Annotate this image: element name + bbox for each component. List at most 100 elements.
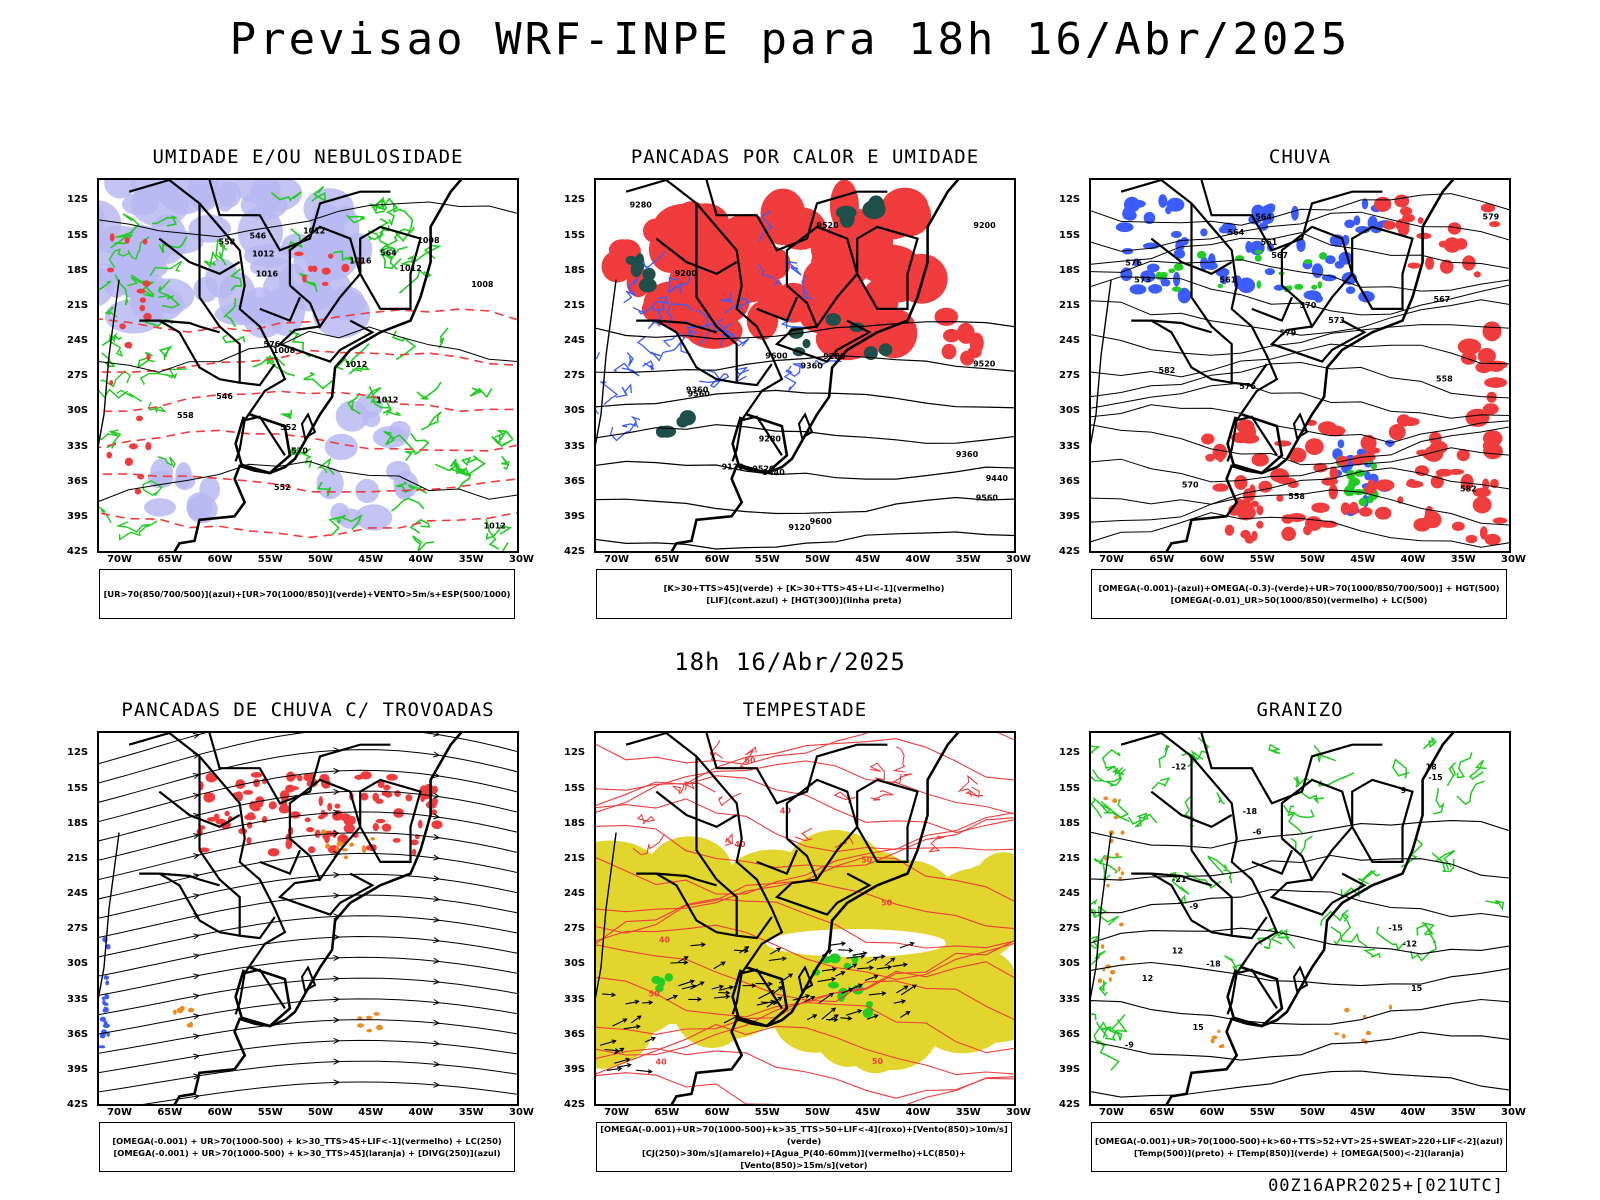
field-blob xyxy=(886,940,951,1002)
field-blob xyxy=(1406,478,1417,487)
contour-label: 1012 xyxy=(399,264,421,273)
field-blob xyxy=(1205,453,1215,462)
contour-label: 9440 xyxy=(763,468,786,477)
border-line xyxy=(139,872,220,887)
field-blob xyxy=(1208,253,1216,267)
field-blob xyxy=(697,935,767,1008)
field-blob xyxy=(1382,220,1396,230)
border-line xyxy=(731,413,789,475)
coastline xyxy=(1091,832,1112,999)
field-blob xyxy=(1210,1038,1215,1044)
coastline xyxy=(1091,279,1112,446)
wind-vector xyxy=(900,984,917,996)
border-line xyxy=(731,973,743,1015)
field-blob xyxy=(107,267,115,273)
field-blob xyxy=(1492,517,1508,524)
contour-line xyxy=(1270,929,1290,945)
contour-line xyxy=(108,248,131,268)
legend-line: [OMEGA(-0.001)-(azul)+OMEGA(-0.3)-(verde… xyxy=(1098,583,1500,593)
lon-tick-label: 30W xyxy=(1006,554,1031,565)
contour-line xyxy=(757,264,781,287)
legend-line: [LIF](cont.azul) + [HGT(300)](linha pret… xyxy=(706,595,902,605)
contour-line xyxy=(1091,898,1099,918)
contour-label: 579 xyxy=(1483,213,1500,222)
field-blob xyxy=(1472,496,1492,514)
streamline-arrow xyxy=(333,892,341,899)
contour-line xyxy=(785,260,802,276)
lagoon xyxy=(797,965,814,993)
contour-label: 564 xyxy=(1255,212,1272,221)
lat-tick-label: 42S xyxy=(67,1099,89,1110)
field-blob xyxy=(1120,871,1125,876)
contour-line xyxy=(1223,869,1233,884)
field-blob xyxy=(1367,215,1378,231)
contour-label: 12 xyxy=(1142,974,1153,983)
lat-tick-label: 24S xyxy=(1059,888,1081,900)
field-blob xyxy=(1237,277,1256,294)
field-blob xyxy=(318,796,323,807)
field-blob xyxy=(360,771,372,780)
field-blob xyxy=(863,346,878,361)
geography-layer xyxy=(99,733,463,1104)
contour-line xyxy=(1091,211,1509,252)
lon-tick-label: 50W xyxy=(308,1107,333,1118)
streamline-arrow xyxy=(433,999,441,1006)
lon-tick-label: 60W xyxy=(207,1107,233,1118)
contour-line xyxy=(1093,858,1111,883)
wind-vector xyxy=(840,1016,853,1021)
field-blob xyxy=(1386,439,1394,448)
lon-tick-label: 65W xyxy=(1149,1107,1175,1118)
map-panel: 50 50 40 40 60 50 40 50 40 xyxy=(594,731,1016,1106)
field-blob xyxy=(1270,468,1290,483)
lat-tick-label: 21S xyxy=(67,852,89,864)
field-blob xyxy=(1211,1035,1218,1040)
contour-label: -12 xyxy=(1172,763,1186,772)
streamline xyxy=(99,894,517,938)
contour-line xyxy=(1091,889,1509,918)
lat-tick-label: 39S xyxy=(564,1063,586,1075)
field-blob xyxy=(175,462,192,489)
streamline-arrow xyxy=(193,933,201,940)
streamline-arrow xyxy=(333,809,341,816)
contour-line xyxy=(1392,758,1410,779)
contour-line xyxy=(641,251,666,270)
field-blob xyxy=(142,280,151,287)
field-blob xyxy=(1212,483,1229,492)
contour-line xyxy=(1098,854,1123,874)
contour-line xyxy=(695,309,711,345)
contour-line xyxy=(114,231,134,245)
border-line xyxy=(655,790,738,829)
border-line xyxy=(1120,733,1279,1009)
contour-line xyxy=(328,516,341,536)
field-blob xyxy=(878,343,893,357)
field-blob xyxy=(215,818,227,825)
field-blob xyxy=(355,478,380,503)
lon-tick-label: 35W xyxy=(955,1107,981,1118)
streamline xyxy=(99,790,517,842)
field-blob xyxy=(106,451,113,459)
lat-tick-label: 39S xyxy=(1059,510,1081,522)
border-line xyxy=(234,420,246,462)
lon-tick-label: 70W xyxy=(1099,1107,1125,1118)
field-blob xyxy=(124,457,133,466)
legend-line: [K>30+TTS>45](verde) + [K>30+TTS>45+LI<-… xyxy=(663,583,945,593)
field-blob xyxy=(297,774,303,782)
streamline-arrow xyxy=(433,751,441,758)
field-blob xyxy=(1407,262,1421,269)
field-blob xyxy=(816,232,853,265)
border-line xyxy=(655,237,738,276)
map-svg: 1012101210081008101210161008101610121012… xyxy=(99,180,517,551)
field-blob xyxy=(651,975,662,984)
border-line xyxy=(1351,778,1414,863)
contour-label: -18 xyxy=(1206,959,1221,968)
field-blob xyxy=(1110,838,1114,844)
lon-tick-label: 65W xyxy=(654,554,680,565)
lon-tick-label: 30W xyxy=(1501,554,1526,565)
field-blob xyxy=(1276,494,1284,502)
streamline-arrow xyxy=(433,916,441,923)
contour-line xyxy=(596,424,1014,444)
border-line xyxy=(774,319,872,363)
lon-tick-label: 70W xyxy=(107,554,133,565)
contour-label: 576 xyxy=(264,340,281,349)
